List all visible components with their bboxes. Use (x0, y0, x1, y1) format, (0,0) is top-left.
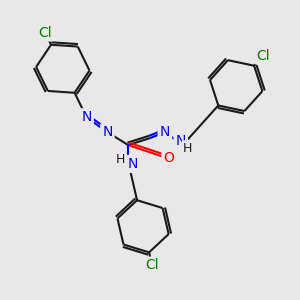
Text: N: N (176, 134, 186, 148)
Text: O: O (164, 151, 174, 165)
Text: N: N (81, 110, 92, 124)
Text: N: N (128, 157, 138, 171)
Text: Cl: Cl (145, 258, 159, 272)
Text: N: N (102, 125, 112, 139)
Text: Cl: Cl (39, 26, 52, 40)
Text: Cl: Cl (256, 49, 269, 63)
Text: H: H (183, 142, 192, 154)
Text: N: N (160, 125, 170, 139)
Text: H: H (116, 153, 125, 167)
